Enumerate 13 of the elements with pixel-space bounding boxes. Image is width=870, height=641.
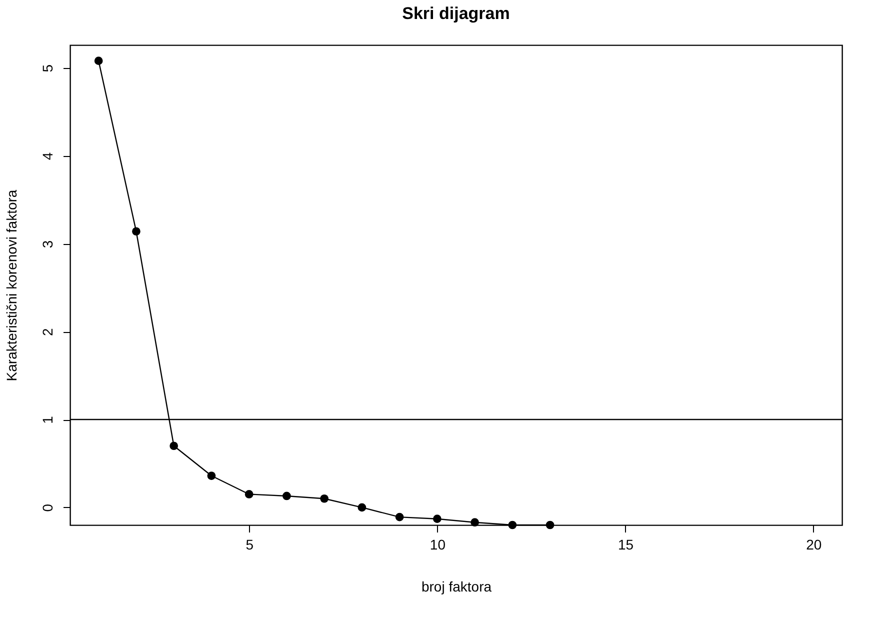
y-tick-label: 4 [40,152,56,160]
y-tick-label: 1 [40,416,56,424]
x-tick-label: 10 [430,536,446,552]
y-tick-label: 5 [40,64,56,72]
x-tick-label: 15 [618,536,634,552]
x-axis-title: broj faktora [421,578,492,594]
y-axis-title: Karakteristični korenovi faktora [4,190,20,382]
x-tick-label: 5 [246,536,254,552]
x-tick-label: 20 [806,536,822,552]
y-tick-label: 0 [40,504,56,512]
y-tick-label: 2 [40,328,56,336]
chart-title: Skri dijagram [402,4,510,23]
y-tick-label: 3 [40,240,56,248]
